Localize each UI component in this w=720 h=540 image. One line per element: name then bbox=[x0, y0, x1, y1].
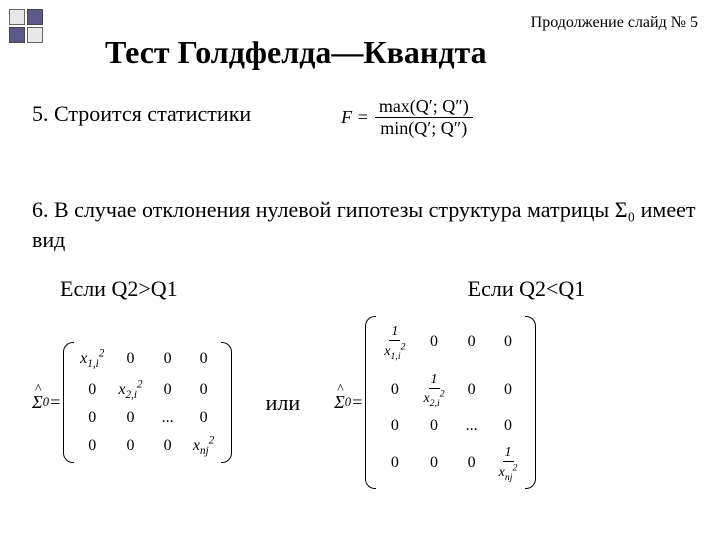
formula-f-den: min(Q′; Q″) bbox=[376, 118, 471, 139]
condition-right: Если Q2<Q1 bbox=[468, 276, 586, 302]
slide-continuation-label: Продолжение слайд № 5 bbox=[531, 14, 698, 32]
equals-sign-2: = bbox=[351, 392, 363, 413]
formula-f-fraction: max(Q′; Q″) min(Q′; Q″) bbox=[375, 96, 473, 139]
sigma-symbol: Σ bbox=[32, 392, 43, 413]
equals-sign: = bbox=[49, 392, 61, 413]
formula-f-lhs: F = bbox=[341, 107, 369, 128]
slide-title: Тест Голдфелда—Квандта bbox=[105, 34, 487, 71]
step-5-label: 5. Строится статистики bbox=[32, 101, 251, 127]
step-6: 6. В случае отклонения нулевой гипотезы … bbox=[32, 195, 696, 254]
sigma-symbol-2: Σ bbox=[334, 392, 345, 413]
formula-f: F = max(Q′; Q″) min(Q′; Q″) bbox=[341, 96, 473, 139]
or-label: или bbox=[266, 390, 301, 416]
matrix-a: x1,i20000x2,i20000...0000xnj2 bbox=[63, 342, 231, 464]
corner-decoration bbox=[8, 8, 44, 44]
slide-body: 5. Строится статистики F = max(Q′; Q″) m… bbox=[32, 96, 696, 489]
matrix-b: 1x1,i200001x2,i20000...00001xnj2 bbox=[365, 316, 536, 488]
condition-left: Если Q2>Q1 bbox=[60, 276, 178, 302]
matrices-row: Σ0 = x1,i20000x2,i20000...0000xnj2 или Σ… bbox=[32, 316, 696, 488]
sigma-left: Σ0 = bbox=[32, 392, 61, 413]
sigma-right: Σ0 = bbox=[334, 392, 363, 413]
formula-f-num: max(Q′; Q″) bbox=[375, 96, 473, 118]
step-5: 5. Строится статистики F = max(Q′; Q″) m… bbox=[32, 96, 696, 139]
conditions-row: Если Q2>Q1 Если Q2<Q1 bbox=[32, 276, 696, 302]
